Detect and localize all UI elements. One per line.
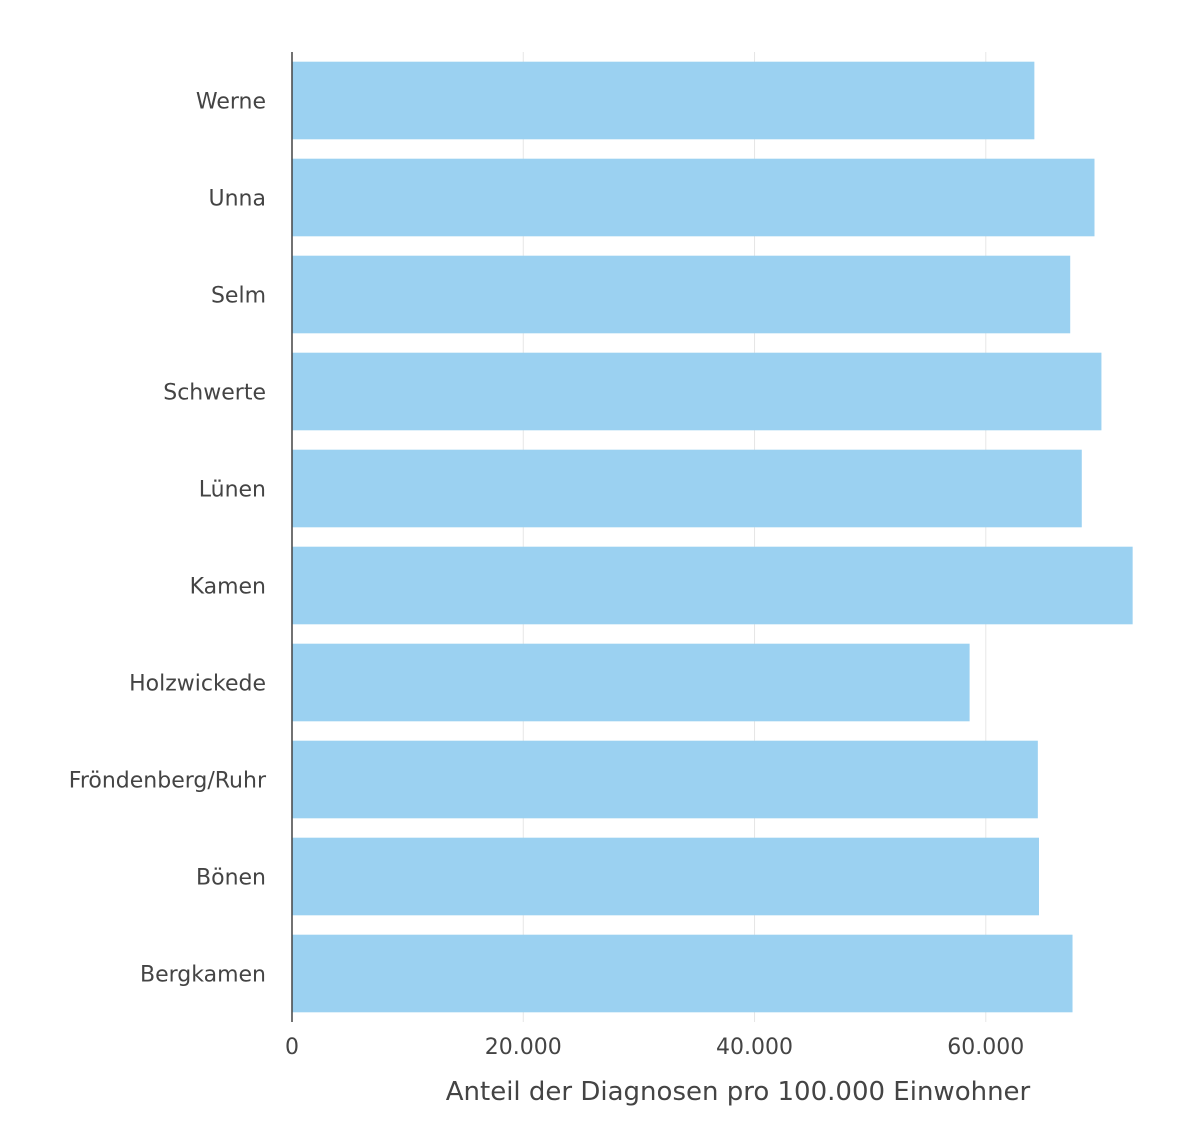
category-label: Holzwickede [129,672,266,697]
bars [292,61,1133,1013]
category-label: Fröndenberg/Ruhr [69,769,267,794]
bar-bergkamen[interactable] [292,934,1073,1013]
bar-holzwickede[interactable] [292,643,970,722]
x-tick-labels: 0 20.000 40.000 60.000 [285,1035,1024,1060]
bar-b-nen[interactable] [292,837,1039,916]
bar-kamen[interactable] [292,546,1133,625]
category-label: Bönen [196,866,266,891]
x-tick-label: 20.000 [485,1035,562,1060]
category-label: Schwerte [163,381,266,406]
category-label: Lünen [199,478,266,503]
bar-werne[interactable] [292,61,1035,140]
x-tick-label: 0 [285,1035,299,1060]
bar-l-nen[interactable] [292,449,1082,528]
x-axis-title: Anteil der Diagnosen pro 100.000 Einwohn… [446,1077,1031,1107]
bar-schwerte[interactable] [292,352,1102,431]
category-label: Unna [209,187,266,212]
bar-unna[interactable] [292,158,1095,237]
category-label: Bergkamen [140,963,266,988]
bar-fr-ndenberg-ruhr[interactable] [292,740,1038,819]
category-labels: Werne Unna Selm Schwerte Lünen Kamen Holzwicke… [69,90,267,988]
bar-selm[interactable] [292,255,1071,334]
category-label: Kamen [190,575,266,600]
x-tick-label: 60.000 [947,1035,1024,1060]
category-label: Selm [211,284,266,309]
category-label: Werne [196,90,266,115]
x-tick-label: 40.000 [716,1035,793,1060]
